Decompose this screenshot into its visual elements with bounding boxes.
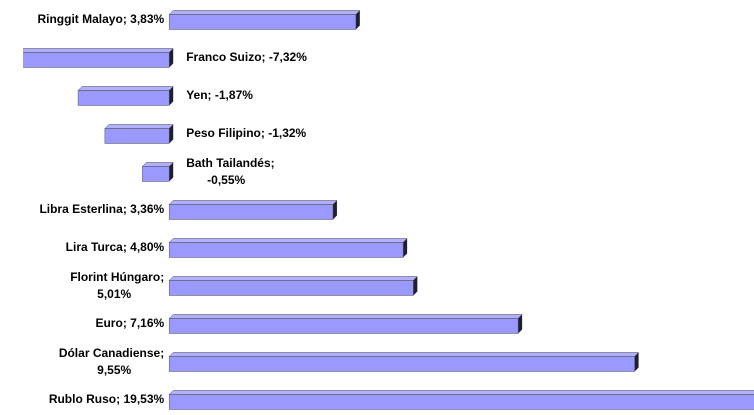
bar-side — [634, 352, 639, 372]
data-label: Bath Tailandés; — [186, 156, 274, 170]
category-name: Rublo Ruso — [49, 392, 116, 406]
category-name: Lira Turca — [66, 240, 123, 254]
label-separator: ; — [123, 240, 130, 254]
label-separator: ; — [261, 126, 268, 140]
bar-side — [169, 48, 174, 68]
value-label: -1,32% — [268, 126, 306, 140]
data-label: Peso Filipino; -1,32% — [186, 126, 306, 140]
bar — [168, 356, 635, 372]
category-name: Florint Húngaro — [70, 270, 160, 284]
bar-side — [332, 200, 337, 220]
value-label: 3,36% — [130, 202, 164, 216]
bar-top — [168, 200, 338, 205]
value-label: 9,55% — [97, 363, 131, 377]
category-name: Peso Filipino — [186, 126, 261, 140]
bar — [168, 394, 754, 410]
bar — [168, 318, 519, 334]
label-separator: ; — [160, 270, 164, 284]
bar — [168, 280, 414, 296]
data-label: Yen; -1,87% — [186, 88, 253, 102]
bar-top — [168, 276, 418, 281]
category-name: Bath Tailandés — [186, 156, 271, 170]
label-separator: ; — [123, 202, 130, 216]
bar-side — [403, 238, 408, 258]
bar — [142, 166, 170, 182]
bar-top — [168, 390, 754, 395]
data-label: Libra Esterlina; 3,36% — [39, 202, 164, 216]
bars — [23, 10, 754, 410]
bar-side — [169, 124, 174, 144]
label-separator: ; — [116, 392, 123, 406]
bar — [77, 90, 170, 106]
label-separator: ; — [160, 346, 164, 360]
data-label: Florint Húngaro; — [70, 270, 164, 284]
bar-top — [104, 124, 174, 129]
value-label: 5,01% — [97, 287, 131, 301]
labels: Ringgit Malayo; 3,83% Franco Suizo; -7,32… — [37, 12, 307, 406]
bar-side — [169, 86, 174, 106]
label-separator: ; — [262, 50, 269, 64]
label-separator: ; — [208, 88, 215, 102]
data-label: Dólar Canadiense; — [59, 346, 164, 360]
bar — [23, 52, 170, 68]
bar — [168, 204, 334, 220]
category-name: Ringgit Malayo — [37, 12, 122, 26]
label-separator: ; — [123, 316, 130, 330]
value-label: -0,55% — [207, 173, 245, 187]
value-label: 3,83% — [130, 12, 164, 26]
value-label: 19,53% — [123, 392, 164, 406]
category-name: Franco Suizo — [186, 50, 261, 64]
label-separator: ; — [271, 156, 275, 170]
bar-top — [168, 352, 640, 357]
bar-top — [168, 10, 361, 15]
data-label: Rublo Ruso; 19,53% — [49, 392, 165, 406]
value-label: -1,87% — [215, 88, 253, 102]
bar-top — [77, 86, 174, 91]
bar-top — [141, 162, 174, 167]
bar-top — [23, 48, 174, 53]
data-label: Franco Suizo; -7,32% — [186, 50, 307, 64]
value-label: -7,32% — [269, 50, 307, 64]
value-label: 7,16% — [130, 316, 164, 330]
data-label: Ringgit Malayo; 3,83% — [37, 12, 164, 26]
bar-top — [168, 238, 408, 243]
bar — [104, 128, 170, 144]
label-separator: ; — [123, 12, 130, 26]
value-label: 4,80% — [130, 240, 164, 254]
category-name: Libra Esterlina — [39, 202, 123, 216]
bar-side — [169, 162, 174, 182]
category-name: Euro — [95, 316, 122, 330]
bar-side — [518, 314, 523, 334]
data-label: Euro; 7,16% — [95, 316, 164, 330]
category-name: Yen — [186, 88, 207, 102]
bar-top — [168, 314, 523, 319]
bar — [168, 14, 357, 30]
bar — [168, 242, 404, 258]
bar-side — [413, 276, 418, 296]
category-name: Dólar Canadiense — [59, 346, 161, 360]
bar-side — [355, 10, 360, 30]
data-label: Lira Turca; 4,80% — [66, 240, 165, 254]
